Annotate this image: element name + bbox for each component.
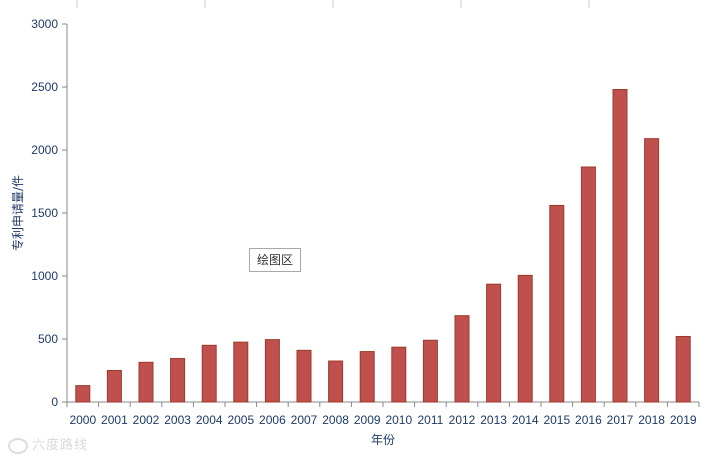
x-tick-label-2004: 2004 [196,413,223,427]
x-tick-label-2019: 2019 [670,413,697,427]
x-tick-label-2008: 2008 [322,413,349,427]
bar-2005 [233,341,249,403]
x-tick-label-2018: 2018 [638,413,665,427]
y-axis-title: 专利申请量/件 [10,175,25,251]
x-tick-label-2002: 2002 [133,413,160,427]
x-tick-label-2011: 2011 [417,413,443,427]
x-tick-label-2012: 2012 [449,413,476,427]
x-axis-title: 年份 [371,433,395,447]
x-tick-label-2010: 2010 [385,413,412,427]
bars [75,89,691,403]
y-tick-label-3000: 3000 [31,17,58,31]
bar-2014 [517,274,533,403]
x-tick-label-2000: 2000 [69,413,96,427]
bar-2003 [170,358,186,403]
bar-2004 [201,344,217,403]
bar-2012 [454,315,470,403]
y-tick-label-500: 500 [38,332,58,346]
bar-2002 [138,361,154,403]
bar-2009 [359,351,375,403]
bar-2017 [612,89,628,403]
y-tick-label-2000: 2000 [31,143,58,157]
x-tick-label-2013: 2013 [480,413,507,427]
x-tick-label-2003: 2003 [164,413,191,427]
bar-2016 [580,166,596,403]
bar-2010 [391,346,407,403]
watermark-logo-icon [8,437,28,454]
x-tick-label-2015: 2015 [543,413,570,427]
bar-2000 [75,385,91,403]
y-axis: 0 500 1000 1500 2000 2500 3000 [31,17,68,409]
y-tick-label-1500: 1500 [31,206,58,220]
bar-2015 [549,204,565,403]
y-tick-label-1000: 1000 [31,269,58,283]
x-tick-label-2014: 2014 [512,413,539,427]
bar-2019 [675,335,691,403]
x-tick-label-2016: 2016 [575,413,602,427]
bar-2006 [264,339,280,403]
x-tick-label-2001: 2001 [101,413,128,427]
x-tick-label-2009: 2009 [354,413,381,427]
bar-2011 [422,339,438,403]
bar-2018 [644,138,660,403]
x-tick-label-2006: 2006 [259,413,286,427]
y-tick-label-0: 0 [51,395,58,409]
x-tick-label-2007: 2007 [291,413,318,427]
watermark-text: 六度路线 [32,438,89,453]
bar-2007 [296,349,312,403]
x-axis: 2000 2001 2002 2003 2004 2005 2006 2007 2008 2009… [66,401,700,427]
y-tick-label-2500: 2500 [31,80,58,94]
x-tick-label-2005: 2005 [227,413,254,427]
plot-area-tooltip: 绘图区 [249,248,301,272]
x-tick-label-2017: 2017 [607,413,634,427]
watermark: 六度路线 [8,434,88,454]
bar-2013 [486,283,502,403]
top-edge-ticks [76,0,590,8]
bar-2001 [106,370,122,403]
bar-2008 [328,360,344,403]
